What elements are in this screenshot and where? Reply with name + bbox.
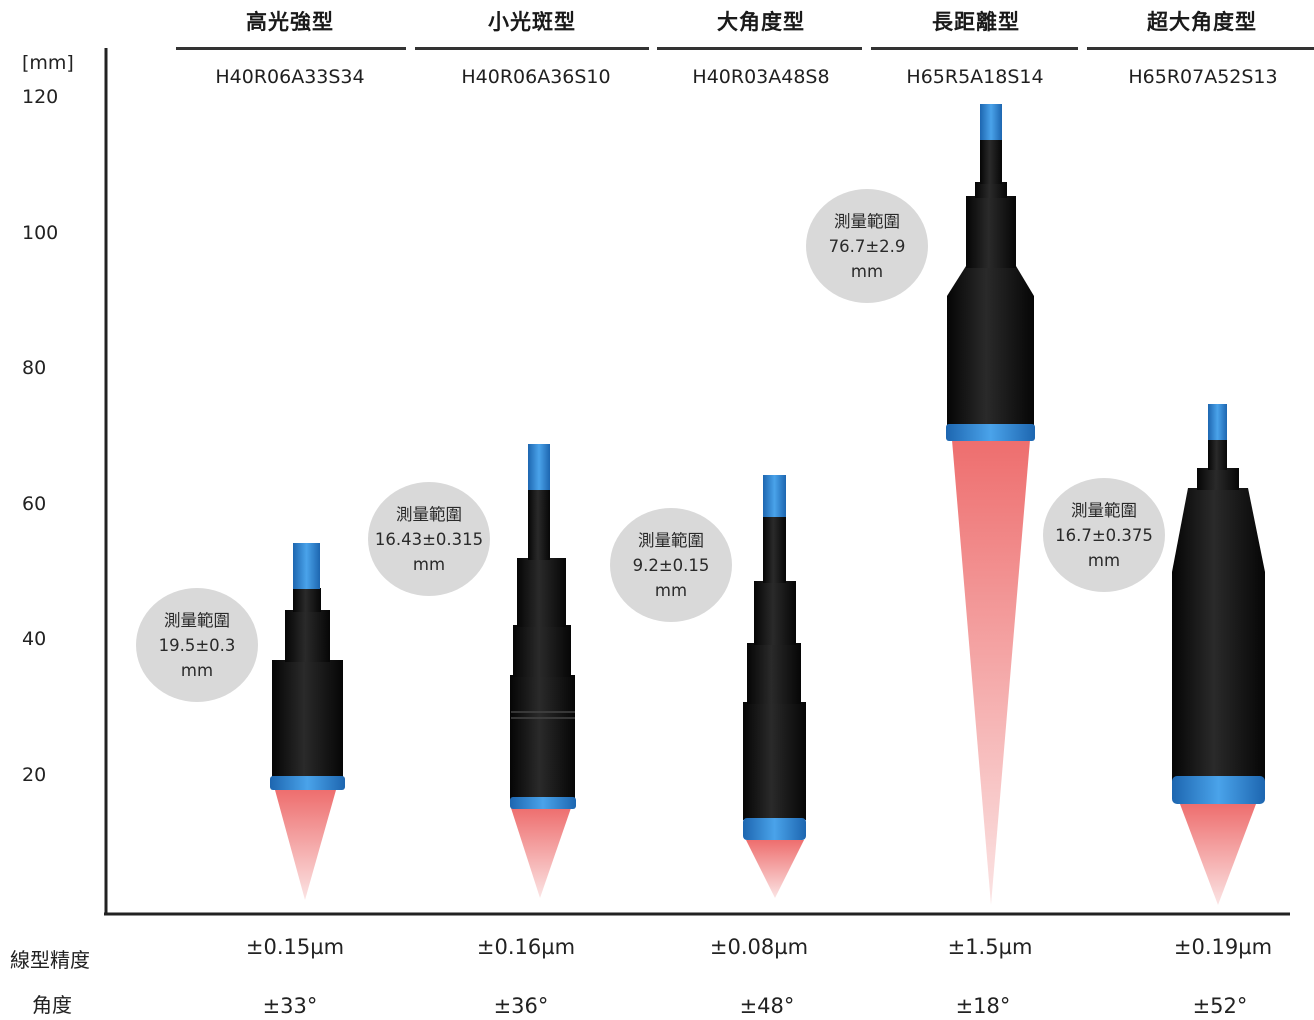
category-label-4: 長距離型 [932,10,1020,34]
angle-row-label: 角度 [32,993,72,1017]
sensor-body-2 [510,675,575,801]
category-label-2: 小光斑型 [488,10,576,34]
range-title-1: 測量範圍 [164,610,230,630]
range-unit-5: mm [1087,550,1121,570]
model-label-2: H40R06A36S10 [461,66,611,88]
axis-tick-100: 100 [22,222,59,244]
angle-value-2: ±36° [493,994,549,1018]
range-bubble-2: 測量範圍 16.43±0.315 mm [368,482,490,596]
sensor-1 [270,543,345,900]
sensor-body-1 [272,660,343,780]
model-label-4: H65R5A18S14 [906,66,1044,88]
category-divider-3 [657,47,862,50]
range-bubble-1: 測量範圍 19.5±0.3 mm [136,588,258,702]
range-unit-1: mm [180,660,214,680]
category-label-1: 高光強型 [246,10,334,34]
linearity-value-4: ±1.5µm [947,935,1033,959]
axis-unit-label: [mm] [22,52,74,74]
laser-beam-1 [275,790,336,900]
angle-value-1: ±33° [262,994,318,1018]
range-title-5: 測量範圍 [1071,500,1137,520]
axis-tick-40: 40 [22,628,47,650]
category-divider-1 [176,47,406,50]
axis-tick-20: 20 [22,764,47,786]
sensor-body-5 [1172,572,1265,784]
angle-value-5: ±52° [1192,994,1248,1018]
sensor-body-4 [947,296,1034,432]
sensor-5 [1172,404,1265,905]
range-title-2: 測量範圍 [396,504,462,524]
axis-tick-80: 80 [22,357,47,379]
sensor-ring-5 [1172,776,1265,804]
model-label-3: H40R03A48S8 [692,66,830,88]
range-unit-3: mm [654,580,688,600]
sensor-4 [946,104,1035,905]
sensor-3 [743,475,806,898]
axis-tick-120: 120 [22,86,59,108]
sensor-ring-4 [946,424,1035,441]
sensor-ring-2 [510,797,576,809]
laser-beam-4 [952,440,1030,905]
angle-value-3: ±48° [739,994,795,1018]
range-value-4: 76.7±2.9 [828,236,906,256]
sensor-ring-1 [270,776,345,790]
range-value-1: 19.5±0.3 [158,635,236,655]
category-divider-4 [871,47,1078,50]
category-divider-5 [1087,47,1314,50]
model-label-5: H65R07A52S13 [1128,66,1278,88]
range-bubble-5: 測量範圍 16.7±0.375 mm [1043,478,1165,592]
range-bubble-3: 測量範圍 9.2±0.15 mm [610,508,732,622]
laser-beam-3 [746,840,804,898]
range-value-2: 16.43±0.315 [374,529,484,549]
laser-beam-2 [511,808,571,898]
range-unit-4: mm [850,261,884,281]
model-label-1: H40R06A33S34 [215,66,365,88]
linearity-row-label: 線型精度 [10,948,90,972]
category-divider-2 [415,47,649,50]
linearity-value-3: ±0.08µm [709,935,809,959]
range-title-4: 測量範圍 [834,211,900,231]
sensor-2 [510,444,576,898]
linearity-value-5: ±0.19µm [1173,935,1273,959]
range-unit-2: mm [412,554,446,574]
linearity-value-1: ±0.15µm [245,935,345,959]
category-label-3: 大角度型 [717,10,805,34]
category-label-5: 超大角度型 [1147,10,1257,34]
sensor-ring-3 [743,818,806,840]
axis-tick-60: 60 [22,493,47,515]
range-value-5: 16.7±0.375 [1055,525,1153,545]
range-title-3: 測量範圍 [638,530,704,550]
linearity-value-2: ±0.16µm [476,935,576,959]
sensor-body-3 [743,702,806,820]
angle-value-4: ±18° [955,994,1011,1018]
range-bubble-4: 測量範圍 76.7±2.9 mm [806,189,928,303]
laser-beam-5 [1180,804,1256,905]
range-value-3: 9.2±0.15 [632,555,710,575]
